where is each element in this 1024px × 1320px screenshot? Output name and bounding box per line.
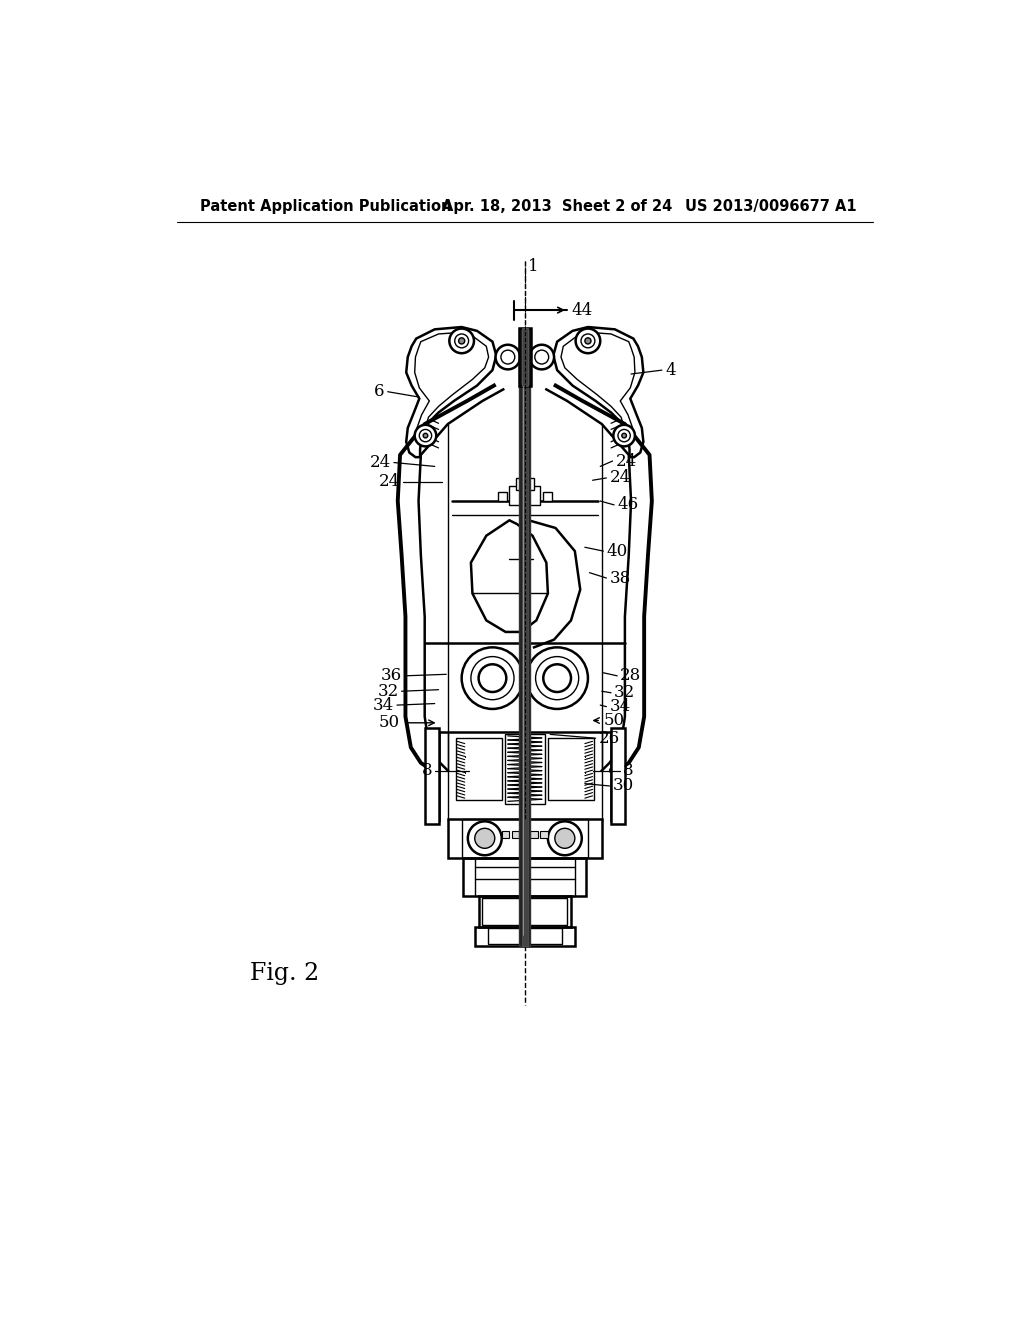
Bar — [447, 818, 602, 858]
Circle shape — [529, 345, 554, 370]
Text: 1: 1 — [528, 257, 539, 275]
Bar — [521, 830, 528, 838]
Text: 46: 46 — [617, 496, 638, 513]
Text: 24: 24 — [379, 474, 400, 490]
Circle shape — [575, 329, 600, 354]
Circle shape — [585, 338, 591, 345]
Text: Apr. 18, 2013  Sheet 2 of 24: Apr. 18, 2013 Sheet 2 of 24 — [442, 198, 673, 214]
Circle shape — [548, 821, 582, 855]
Bar — [548, 738, 594, 800]
Circle shape — [581, 334, 595, 348]
Text: 50: 50 — [379, 714, 400, 731]
Circle shape — [544, 664, 571, 692]
Text: 8: 8 — [422, 762, 432, 779]
Bar — [456, 738, 502, 800]
Circle shape — [419, 429, 432, 442]
Circle shape — [450, 329, 474, 354]
Circle shape — [459, 338, 465, 345]
Text: 30: 30 — [612, 777, 634, 795]
Circle shape — [501, 350, 515, 364]
Bar — [541, 830, 548, 838]
Circle shape — [468, 821, 502, 855]
Text: 32: 32 — [614, 684, 635, 701]
Circle shape — [455, 334, 469, 348]
Text: 4: 4 — [665, 362, 676, 379]
Text: 32: 32 — [377, 682, 398, 700]
Text: 28: 28 — [621, 668, 641, 684]
Circle shape — [622, 433, 627, 438]
Bar — [425, 729, 438, 825]
Bar — [509, 486, 541, 506]
Text: 44: 44 — [571, 301, 592, 318]
Text: 40: 40 — [606, 543, 628, 560]
Text: 34: 34 — [373, 697, 394, 714]
Circle shape — [496, 345, 520, 370]
Bar — [518, 327, 531, 385]
Text: Fig. 2: Fig. 2 — [250, 961, 319, 985]
Circle shape — [555, 829, 574, 849]
Bar — [498, 492, 507, 502]
Text: 34: 34 — [609, 698, 631, 715]
Bar — [475, 858, 574, 896]
Bar — [521, 327, 528, 946]
Bar — [482, 898, 567, 925]
Circle shape — [478, 664, 506, 692]
Bar — [515, 478, 535, 490]
Circle shape — [535, 350, 549, 364]
Bar — [463, 858, 587, 896]
Circle shape — [423, 433, 428, 438]
Bar — [462, 818, 588, 858]
Text: 24: 24 — [370, 454, 391, 471]
Bar — [543, 492, 552, 502]
Text: 26: 26 — [599, 730, 620, 747]
Circle shape — [415, 425, 436, 446]
Bar — [502, 830, 509, 838]
Bar — [611, 729, 625, 825]
Circle shape — [613, 425, 635, 446]
Text: 50: 50 — [604, 711, 626, 729]
Bar — [475, 927, 574, 946]
Circle shape — [617, 429, 631, 442]
Text: 38: 38 — [609, 569, 631, 586]
Text: 24: 24 — [609, 470, 631, 487]
Bar — [478, 896, 571, 927]
Text: US 2013/0096677 A1: US 2013/0096677 A1 — [685, 198, 857, 214]
Bar — [530, 830, 538, 838]
Text: Patent Application Publication: Patent Application Publication — [200, 198, 452, 214]
Text: 24: 24 — [615, 453, 637, 470]
Bar — [521, 327, 528, 385]
Text: 8: 8 — [624, 762, 634, 779]
Bar — [505, 734, 545, 804]
Bar — [519, 327, 530, 946]
Circle shape — [475, 829, 495, 849]
Bar — [487, 928, 562, 944]
Text: 6: 6 — [374, 383, 385, 400]
Text: 36: 36 — [381, 668, 401, 684]
Bar — [512, 830, 519, 838]
